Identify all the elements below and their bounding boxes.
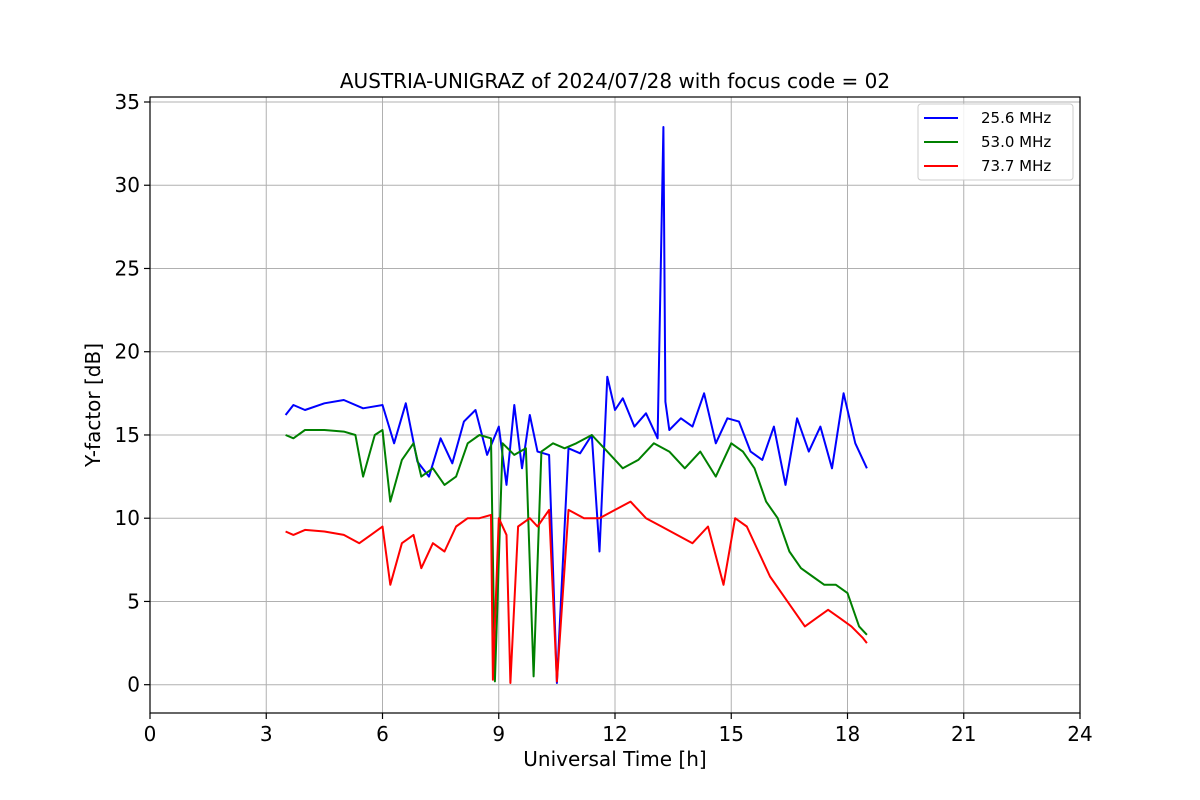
plot-lines [284, 126, 868, 684]
legend-label: 25.6 MHz [981, 109, 1051, 127]
legend-label: 53.0 MHz [981, 133, 1051, 151]
y-tick-label: 35 [115, 90, 140, 114]
chart-title: AUSTRIA-UNIGRAZ of 2024/07/28 with focus… [340, 69, 890, 93]
y-tick-label: 5 [127, 589, 140, 613]
y-tick-label: 25 [115, 256, 140, 280]
series-line-2 [285, 429, 868, 683]
y-tick-label: 20 [115, 340, 140, 364]
x-tick-label: 18 [835, 722, 860, 746]
y-axis-label: Y-factor [dB] [81, 343, 105, 468]
x-tick-label: 3 [260, 722, 273, 746]
x-tick-label: 24 [1067, 722, 1092, 746]
x-axis-label: Universal Time [h] [523, 747, 706, 771]
series-line-3 [285, 500, 868, 684]
y-tick-label: 10 [115, 506, 140, 530]
x-tick-label: 0 [144, 722, 157, 746]
x-tick-label: 21 [951, 722, 976, 746]
x-tick-label: 12 [602, 722, 627, 746]
x-tick-label: 6 [376, 722, 389, 746]
x-tick-label: 9 [492, 722, 505, 746]
legend-box [917, 103, 1074, 181]
y-axis: 0 5 10 15 20 25 30 35 [115, 90, 150, 697]
x-tick-label: 15 [719, 722, 744, 746]
y-tick-label: 15 [115, 423, 140, 447]
legend-label: 73.7 MHz [981, 157, 1051, 175]
y-tick-label: 0 [127, 673, 140, 697]
y-tick-label: 30 [115, 173, 140, 197]
legend: 25.6 MHz 53.0 MHz 73.7 MHz [917, 103, 1074, 181]
x-axis: 0 3 6 9 12 15 18 21 24 [144, 713, 1093, 746]
